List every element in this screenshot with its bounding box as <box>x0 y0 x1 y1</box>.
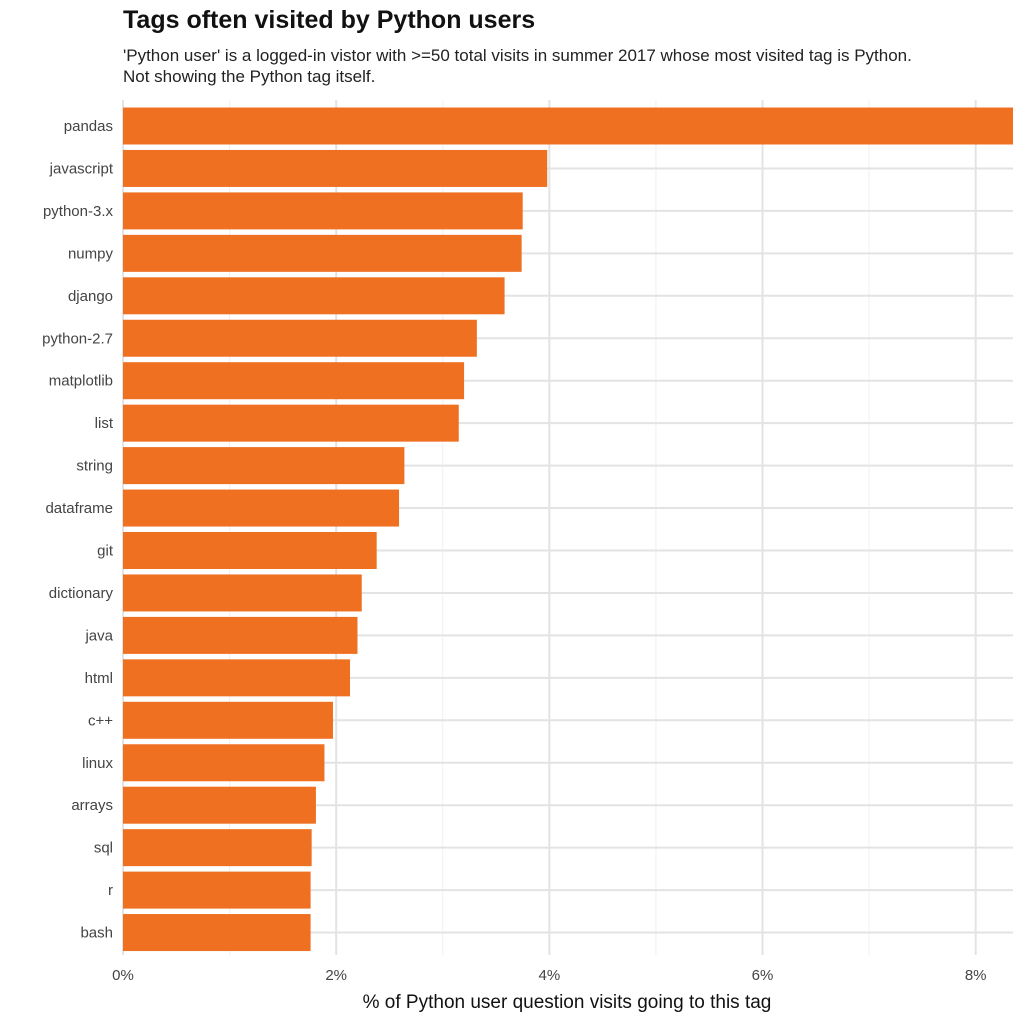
bar-sql <box>123 829 312 867</box>
x-tick-labels: 0% 2% 4% 6% 8% <box>112 967 986 984</box>
bar-linux <box>123 744 325 782</box>
category-label: c++ <box>88 712 113 729</box>
bar-python-3.x <box>123 192 523 230</box>
chart-subtitle-line-1: 'Python user' is a logged-in vistor with… <box>123 46 912 65</box>
bar-arrays <box>123 786 316 824</box>
x-tick-label: 0% <box>112 967 134 984</box>
bar-bash <box>123 914 311 952</box>
bar-dataframe <box>123 489 400 527</box>
x-tick-label: 8% <box>965 967 987 984</box>
bar-string <box>123 447 405 485</box>
x-axis-title: % of Python user question visits going t… <box>363 992 772 1013</box>
bar-javascript <box>123 149 548 187</box>
bar-dictionary <box>123 574 362 612</box>
bar-c++ <box>123 701 333 739</box>
category-label: django <box>68 288 113 305</box>
bar-java <box>123 616 358 654</box>
category-label: sql <box>94 840 113 857</box>
bar-numpy <box>123 234 522 272</box>
category-label: pandas <box>64 118 113 135</box>
bar-matplotlib <box>123 362 465 400</box>
bar-list <box>123 404 459 442</box>
category-label: matplotlib <box>49 373 113 390</box>
x-tick-label: 2% <box>325 967 347 984</box>
category-labels: pandas javascript python-3.x numpy django pyt… <box>42 118 114 942</box>
category-label: python-3.x <box>43 203 114 220</box>
category-label: list <box>95 415 114 432</box>
category-label: arrays <box>71 797 113 814</box>
category-label: linux <box>82 755 113 772</box>
x-tick-label: 4% <box>539 967 561 984</box>
bar-r <box>123 871 311 909</box>
chart-subtitle-line-2: Not showing the Python tag itself. <box>123 67 376 86</box>
category-label: dictionary <box>49 585 114 602</box>
category-label: numpy <box>68 245 114 262</box>
bar-python-2.7 <box>123 319 477 357</box>
category-label: r <box>108 882 113 899</box>
bar-pandas <box>123 107 1013 145</box>
category-label: bash <box>80 925 113 942</box>
bar-html <box>123 659 351 697</box>
category-label: html <box>85 670 113 687</box>
bar-git <box>123 532 377 569</box>
category-label: javascript <box>49 160 114 177</box>
x-tick-label: 6% <box>752 967 774 984</box>
bar-django <box>123 277 505 315</box>
category-label: python-2.7 <box>42 330 113 347</box>
category-label: string <box>76 458 113 475</box>
category-label: git <box>97 543 114 560</box>
chart-title: Tags often visited by Python users <box>123 6 536 34</box>
category-label: java <box>84 627 113 644</box>
bars <box>123 107 1013 952</box>
category-label: dataframe <box>45 500 113 517</box>
